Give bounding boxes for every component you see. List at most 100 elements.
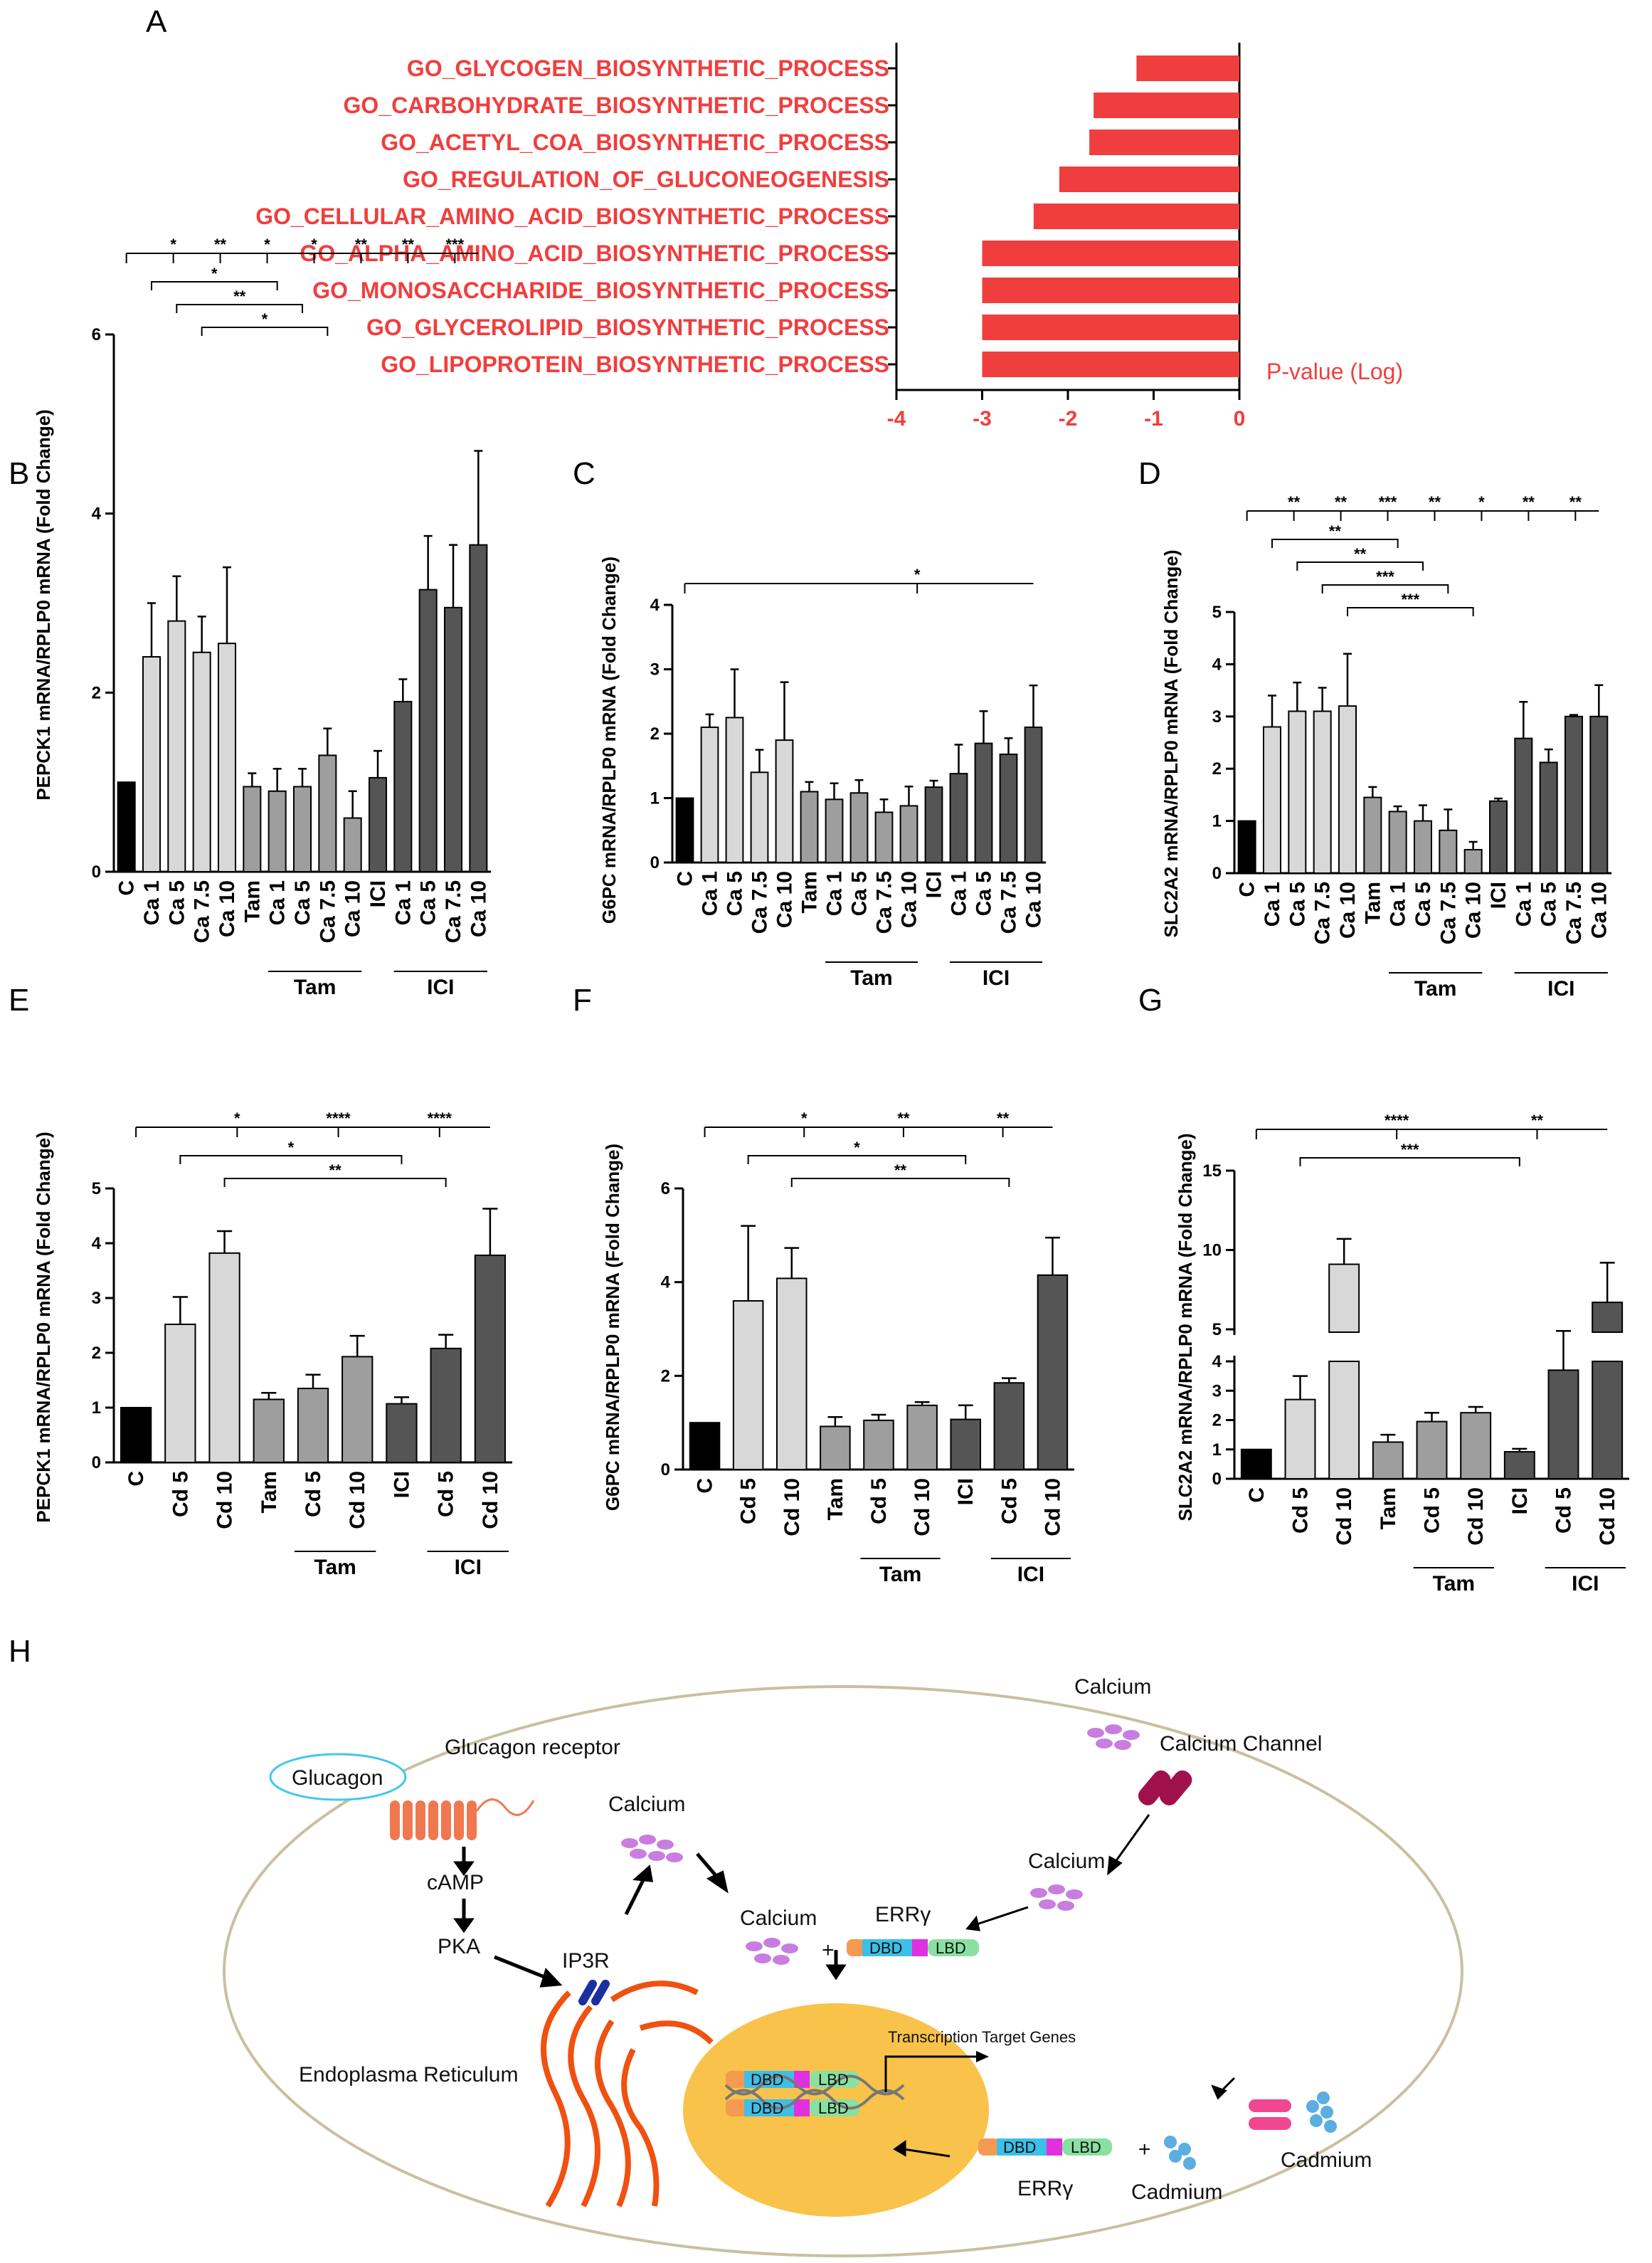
bar xyxy=(776,1277,808,1471)
significance-mark: * xyxy=(211,265,218,283)
bar xyxy=(343,817,362,872)
category-label: Ca 1 xyxy=(140,880,164,925)
bar xyxy=(1372,1441,1404,1479)
bar xyxy=(675,797,694,863)
significance-mark: * xyxy=(288,1139,295,1156)
category-label: Cd 5 xyxy=(1289,1487,1313,1534)
err-gamma-label-2: ERRγ xyxy=(1017,2177,1073,2200)
category-label: Ca 5 xyxy=(973,871,996,916)
dna-complex xyxy=(724,2071,905,2116)
significance-mark: ** xyxy=(355,236,368,253)
y-tick-label: 6 xyxy=(92,325,101,344)
bar xyxy=(700,726,719,864)
glucagon-receptor-label: Glucagon receptor xyxy=(445,1736,620,1759)
category-label: Cd 10 xyxy=(1464,1487,1488,1546)
category-label: Cd 10 xyxy=(1596,1487,1619,1546)
significance-mark: * xyxy=(311,236,317,253)
category-label: Ca 5 xyxy=(848,871,872,916)
go-bar xyxy=(1033,204,1239,229)
category-label: ICI xyxy=(923,871,946,898)
bar xyxy=(1488,800,1508,875)
cadmium-channel-icon xyxy=(1249,2099,1291,2130)
category-label: C xyxy=(115,880,139,896)
go-term-label: GO_REGULATION_OF_GLUCONEOGENESIS xyxy=(403,167,889,192)
significance-mark: ** xyxy=(1354,545,1367,563)
significance-bracket xyxy=(179,1155,403,1164)
significance-mark: ** xyxy=(1569,493,1582,511)
chart-c: C G6PC mRNA/RPLP0 mRNA (Fold Change) 0 1 2 3 4… xyxy=(573,456,1046,990)
y-tick-label: 4 xyxy=(661,1273,671,1292)
category-label: C xyxy=(674,871,697,887)
category-label: Ca 1 xyxy=(1261,882,1284,927)
glucagon-oval xyxy=(269,1753,407,1801)
y-axis-title: SLC2A2 mRNA/RPLP0 mRNA (Fold Change) xyxy=(1160,549,1182,937)
y-axis-title: G6PC mRNA/RPLP0 mRNA (Fold Change) xyxy=(602,1144,623,1511)
bar xyxy=(993,1382,1025,1471)
significance-mark: *** xyxy=(446,236,465,253)
cell-membrane xyxy=(223,1685,1463,2257)
bar xyxy=(825,798,844,864)
category-label: Cd 10 xyxy=(1041,1478,1064,1536)
y-axis-title: PEPCK1 mRNA/RPLP0 mRNA (Fold Change) xyxy=(33,1132,54,1522)
significance-mark: *** xyxy=(1376,568,1394,586)
cadmium-outside-label: Cadmium xyxy=(1281,2148,1372,2172)
bar xyxy=(167,620,186,873)
bar xyxy=(243,786,262,873)
category-label: Ca 1 xyxy=(266,880,290,925)
bar xyxy=(1503,1451,1535,1480)
bar xyxy=(1564,715,1584,874)
significance-bracket xyxy=(151,281,278,290)
bar xyxy=(775,739,794,864)
plus-sign-2: + xyxy=(1138,2138,1151,2161)
y-tick-label: 5 xyxy=(1212,1320,1222,1339)
chart-e: E PEPCK1 mRNA/RPLP0 mRNA (Fold Change) 0 1 2… xyxy=(9,983,512,1579)
group-label: ICI xyxy=(1017,1563,1044,1586)
bar xyxy=(164,1323,196,1463)
category-label: Ca 5 xyxy=(417,880,440,925)
category-label: Cd 5 xyxy=(302,1471,325,1517)
bar-segment xyxy=(1592,1361,1624,1479)
y-tick-label: 1 xyxy=(650,789,660,808)
category-label: Ca 7.5 xyxy=(1436,882,1460,944)
significance-mark: ** xyxy=(894,1161,907,1179)
category-label: Cd 10 xyxy=(1333,1487,1356,1546)
y-tick-label: 6 xyxy=(661,1179,670,1198)
significance-bracket xyxy=(747,1155,967,1164)
glucagon-receptor-icon xyxy=(390,1798,535,1840)
category-label: Cd 10 xyxy=(346,1471,369,1529)
chart-b: B PEPCK1 mRNA/RPLP0 mRNA (Fold Change) 0 2 4… xyxy=(9,236,491,999)
category-label: Cd 10 xyxy=(911,1478,934,1536)
go-bar xyxy=(982,352,1239,377)
significance-bracket xyxy=(1321,584,1449,594)
significance-mark: ** xyxy=(1288,493,1301,511)
y-tick-label: 4 xyxy=(650,596,660,615)
significance-mark: **** xyxy=(428,1109,452,1127)
y-axis-title: SLC2A2 mRNA/RPLP0 mRNA (Fold Change) xyxy=(1175,1133,1196,1521)
category-label: ICI xyxy=(1508,1487,1532,1514)
category-label: Ca 10 xyxy=(467,880,490,937)
err-gamma-protein-2 xyxy=(978,2138,1112,2156)
category-label: Cd 5 xyxy=(867,1478,891,1524)
y-tick-label: 4 xyxy=(1212,655,1222,674)
significance-mark: * xyxy=(234,1109,240,1127)
lbd-label-3: LBD xyxy=(818,2099,849,2117)
bar xyxy=(318,754,337,872)
transcription-arrowhead xyxy=(976,2051,989,2062)
significance-mark: *** xyxy=(1379,493,1397,511)
bar xyxy=(1547,1369,1579,1479)
significance-bracket xyxy=(223,1178,447,1187)
bar xyxy=(1460,1412,1492,1479)
y-tick-label: 10 xyxy=(1202,1241,1222,1260)
go-term-label: GO_CARBOHYDRATE_BIOSYNTHETIC_PROCESS xyxy=(343,93,889,118)
go-term-label: GO_GLYCOGEN_BIOSYNTHETIC_PROCESS xyxy=(407,56,889,81)
category-label: Cd 10 xyxy=(780,1478,804,1536)
go-bar xyxy=(1089,130,1239,155)
lbd-label-4: LBD xyxy=(1071,2138,1101,2156)
y-tick-label: 1 xyxy=(1212,1440,1222,1460)
y-tick-label: 3 xyxy=(1212,1381,1222,1400)
y-tick-label: 3 xyxy=(1212,707,1222,727)
y-tick-label: 1 xyxy=(1212,812,1222,831)
bar xyxy=(725,717,744,863)
significance-mark: * xyxy=(262,310,268,328)
significance-mark: * xyxy=(914,566,921,584)
